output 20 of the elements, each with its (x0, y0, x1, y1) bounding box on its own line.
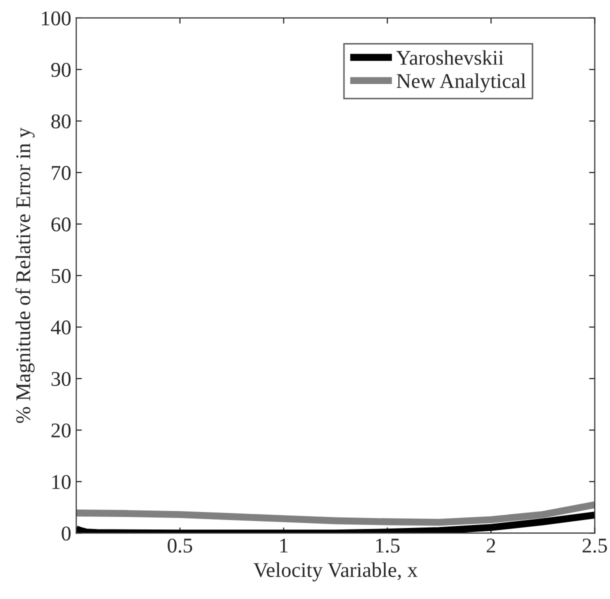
y-tick-label: 90 (51, 62, 71, 77)
y-tick-label: 80 (51, 114, 71, 128)
y-tick-label: 30 (52, 372, 71, 386)
legend-label: Yaroshevskii (396, 50, 504, 65)
y-axis-title: % Magnitude of Relative Error in y (15, 128, 35, 423)
y-tick-label: 70 (52, 166, 71, 180)
y-tick-label: 50 (52, 268, 71, 283)
x-axis-title: Velocity Variable, x (253, 562, 418, 582)
y-tick-label: 10 (52, 474, 71, 490)
y-tick-label: 100 (42, 11, 71, 26)
y-tick-label: 40 (50, 320, 71, 334)
x-tick-label: 2 (486, 538, 496, 552)
y-tick-label: 60 (51, 217, 71, 232)
x-tick-label: 2.5 (582, 538, 607, 553)
x-tick-label: 1 (280, 538, 288, 552)
x-tick-label: 1.5 (376, 538, 400, 553)
y-tick-label: 20 (51, 423, 71, 438)
x-tick-label: 0.5 (168, 538, 192, 553)
legend-label: New Analytical (396, 73, 526, 92)
y-tick-label: 0 (62, 526, 71, 541)
